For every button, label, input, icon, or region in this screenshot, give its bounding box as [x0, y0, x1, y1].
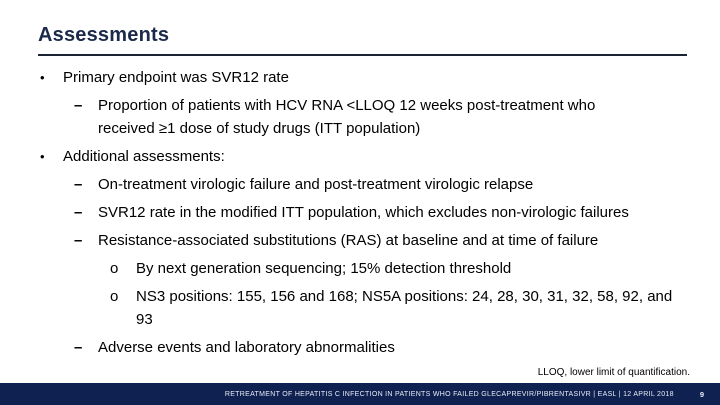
bullet-list: • Primary endpoint was SVR12 rate – Prop… — [38, 66, 692, 364]
bullet-item: – Proportion of patients with HCV RNA <L… — [38, 94, 692, 140]
bullet-text: Primary endpoint was SVR12 rate — [63, 69, 289, 86]
bullet-text: On-treatment virologic failure and post-… — [98, 176, 534, 193]
dash-marker: – — [74, 204, 83, 221]
footnote-abbreviation: LLOQ, lower limit of quantification. — [537, 367, 690, 378]
bullet-item: – Resistance-associated substitutions (R… — [38, 229, 692, 252]
page-number: 9 — [699, 389, 704, 399]
bullet-text: Adverse events and laboratory abnormalit… — [98, 339, 395, 356]
bullet-text: By next generation sequencing; 15% detec… — [136, 260, 512, 277]
circle-marker: o — [110, 260, 119, 277]
bullet-text: Additional assessments: — [63, 148, 225, 165]
bullet-item: o By next generation sequencing; 15% det… — [38, 257, 692, 280]
dash-marker: – — [74, 339, 83, 356]
bullet-item: o NS3 positions: 155, 156 and 168; NS5A … — [38, 285, 692, 331]
bullet-item: – SVR12 rate in the modified ITT populat… — [38, 201, 692, 224]
bullet-item: – On-treatment virologic failure and pos… — [38, 173, 692, 196]
bullet-marker: • — [40, 70, 45, 85]
dash-marker: – — [74, 232, 83, 249]
circle-marker: o — [110, 288, 119, 305]
bullet-item: – Adverse events and laboratory abnormal… — [38, 336, 692, 359]
footer-bar: RETREATMENT OF HEPATITIS C INFECTION IN … — [0, 383, 720, 405]
bullet-text: NS3 positions: 155, 156 and 168; NS5A po… — [136, 288, 673, 328]
slide-title: Assessments — [38, 24, 170, 46]
bullet-item: • Primary endpoint was SVR12 rate — [38, 66, 692, 89]
bullet-text: SVR12 rate in the modified ITT populatio… — [98, 204, 629, 221]
bullet-text: Proportion of patients with HCV RNA <LLO… — [98, 97, 596, 137]
bullet-item: • Additional assessments: — [38, 145, 692, 168]
dash-marker: – — [74, 176, 83, 193]
bullet-marker: • — [40, 149, 45, 164]
footer-citation: RETREATMENT OF HEPATITIS C INFECTION IN … — [224, 390, 674, 398]
dash-marker: – — [74, 97, 83, 114]
bullet-text: Resistance-associated substitutions (RAS… — [98, 232, 599, 249]
title-underline — [38, 54, 687, 56]
